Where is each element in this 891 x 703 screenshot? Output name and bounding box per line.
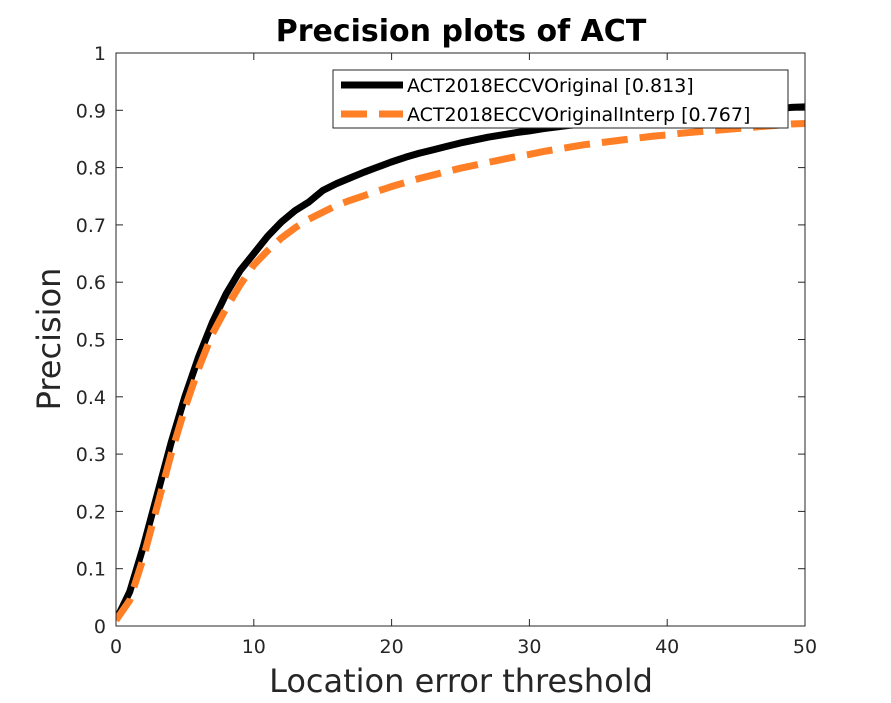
legend: ACT2018ECCVOriginal [0.813] ACT2018ECCVOr… [332, 69, 789, 129]
x-tick-label: 50 [793, 636, 817, 658]
y-tick-label: 0.3 [76, 444, 106, 466]
y-tick-label: 0.4 [76, 387, 106, 409]
y-tick-label: 0.1 [76, 559, 106, 581]
x-tick-label: 40 [655, 636, 679, 658]
y-tick-label: 0.8 [76, 158, 106, 180]
y-tick-label: 0.9 [76, 100, 106, 122]
x-tick-label: 0 [110, 636, 122, 658]
series-line-2 [116, 119, 805, 623]
x-tick-label: 10 [242, 636, 266, 658]
y-tick-label: 0 [94, 616, 106, 638]
ticks-layer: 0 10 20 30 40 50 0 0.1 0.2 0.3 0.4 0.5 0.6 0.7 0.8 0.9 1 [76, 43, 817, 658]
x-axis-label: Location error threshold [269, 662, 653, 700]
y-tick-label: 0.6 [76, 272, 106, 294]
legend-label-2: ACT2018ECCVOriginalInterp [0.767] [407, 104, 750, 126]
y-tick-label: 0.7 [76, 215, 106, 237]
y-tick-label: 0.5 [76, 330, 106, 352]
y-tick-label: 0.2 [76, 501, 106, 523]
y-tick-label: 1 [94, 43, 106, 65]
chart-title: Precision plots of ACT [276, 14, 647, 49]
legend-label-1: ACT2018ECCVOriginal [0.813] [407, 75, 694, 97]
x-tick-label: 30 [517, 636, 541, 658]
y-axis-label: Precision [30, 268, 68, 411]
x-tick-label: 20 [380, 636, 404, 658]
plot-area [116, 53, 805, 626]
legend-box [332, 69, 789, 129]
